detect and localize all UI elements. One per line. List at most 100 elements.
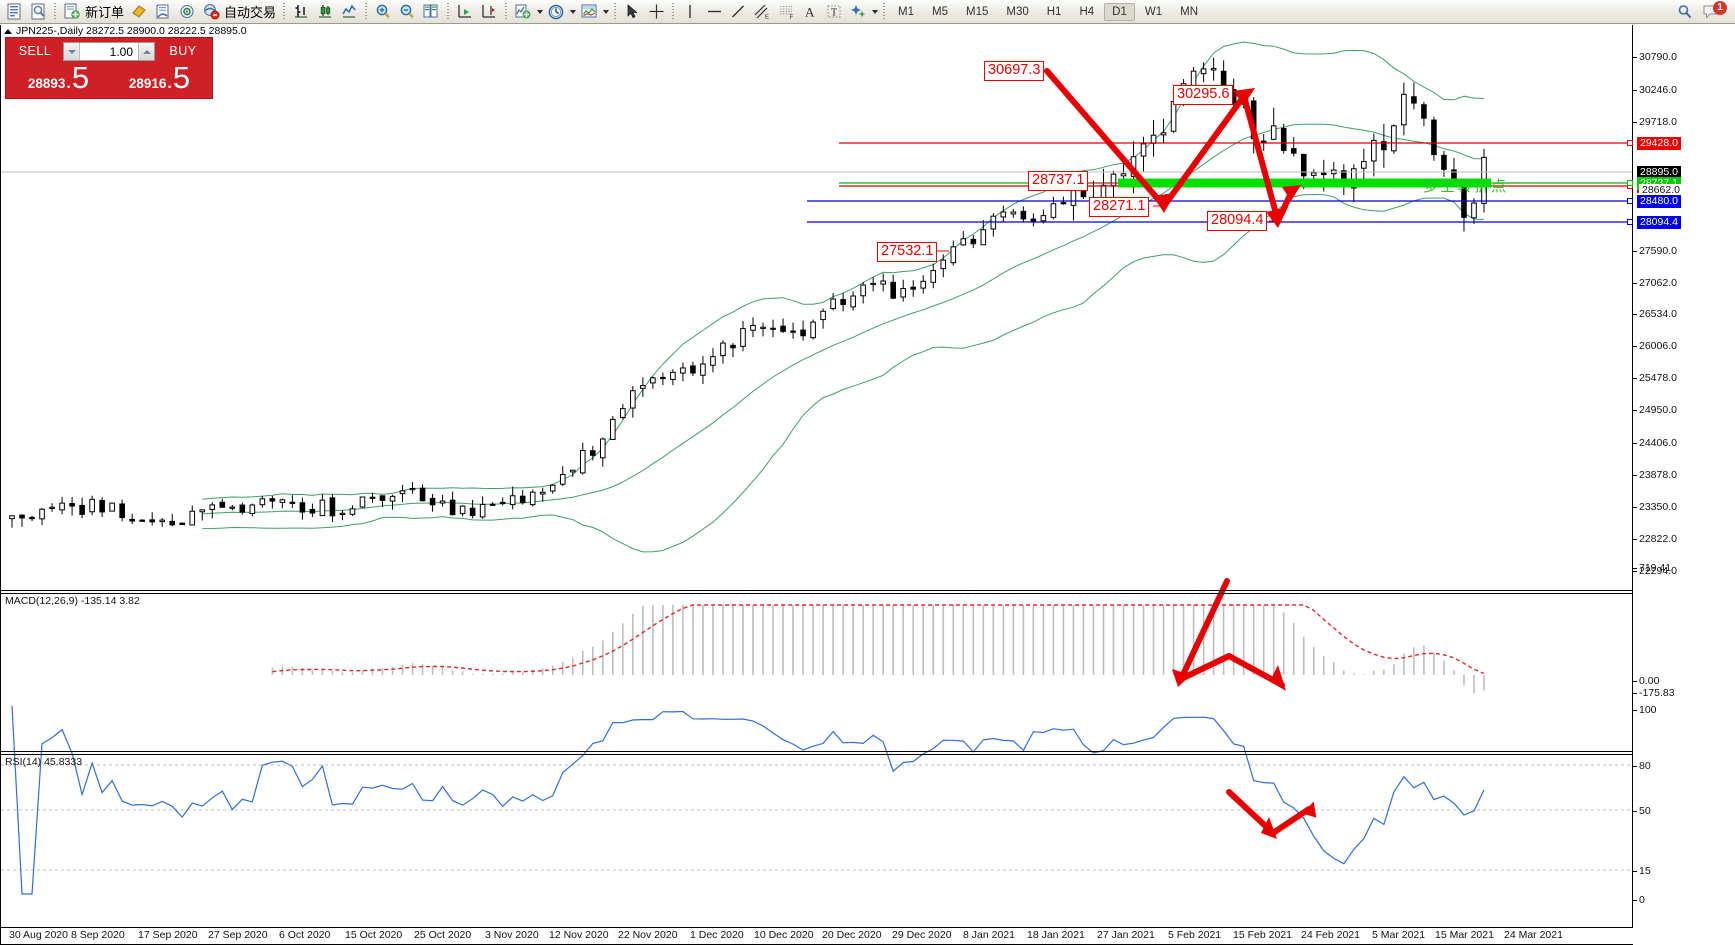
volume-value[interactable]: 1.00	[109, 44, 133, 59]
crosshair-icon[interactable]	[644, 1, 668, 23]
chart-canvas[interactable]	[1, 25, 1633, 928]
text-label-icon[interactable]: T	[822, 1, 846, 23]
candlestick	[1000, 205, 1007, 222]
macd-tick-label: -175.83	[1639, 687, 1675, 699]
candlestick	[1030, 213, 1037, 227]
auto-scroll-icon[interactable]	[477, 1, 501, 23]
period-clock-icon[interactable]	[544, 1, 568, 23]
price-marker-resistance[interactable]: 29428.0	[1637, 137, 1681, 150]
search-icon[interactable]	[1673, 1, 1697, 23]
chart-window[interactable]: JPN225-,Daily 28272.5 28900.0 28222.5 28…	[0, 25, 1735, 945]
sell-price-main: 28893	[27, 76, 66, 91]
svg-text:A: A	[805, 5, 815, 20]
price-annotation[interactable]: 28737.1	[1028, 171, 1089, 191]
buy-button[interactable]: BUY	[169, 44, 197, 58]
buy-price[interactable]: 28916 . 5	[110, 62, 209, 94]
candlestick	[1290, 137, 1297, 157]
price-macd-separator-2	[1, 593, 1633, 594]
candlestick-chart-icon[interactable]	[313, 1, 337, 23]
timeframe-h4[interactable]: H4	[1079, 5, 1095, 18]
collapse-triangle-icon[interactable]	[4, 28, 12, 34]
svg-text:T: T	[831, 8, 837, 19]
chart-symbol-header: JPN225-,Daily 28272.5 28900.0 28222.5 28…	[1, 25, 247, 37]
tile-windows-icon[interactable]	[419, 1, 443, 23]
price-marker-support[interactable]: 28480.0	[1637, 195, 1681, 208]
new-order-icon[interactable]	[60, 1, 84, 23]
autotrading-icon[interactable]	[199, 1, 223, 23]
templates-icon[interactable]	[577, 1, 601, 23]
horizontal-line-icon[interactable]	[702, 1, 726, 23]
shapes-icon[interactable]	[846, 1, 870, 23]
price-annotation[interactable]: 28094.4	[1207, 211, 1268, 231]
rsi-tick-label: 100	[1639, 704, 1657, 716]
candlestick	[980, 220, 987, 246]
price-annotation[interactable]: 28271.1	[1089, 197, 1150, 217]
timeframe-d1[interactable]: D1	[1104, 2, 1135, 21]
price-scale[interactable]: 30790.0 30246.0 29718.0 27590.0 27062.0 26534…	[1627, 25, 1735, 945]
price-tick-label: 24950.0	[1639, 404, 1677, 417]
fibonacci-icon[interactable]: F	[774, 1, 798, 23]
price-annotation[interactable]: 30697.3	[984, 61, 1045, 81]
price-marker-support[interactable]: 28094.4	[1637, 216, 1681, 229]
price-annotation[interactable]: 30295.6	[1173, 85, 1234, 105]
market-watch-icon[interactable]	[2, 1, 26, 23]
candlestick-series	[9, 57, 1487, 528]
bar-chart-icon[interactable]	[289, 1, 313, 23]
autotrading-label[interactable]: 自动交易	[224, 5, 277, 20]
sell-price[interactable]: 28893 . 5	[9, 62, 108, 94]
price-annotation[interactable]: 27532.1	[877, 242, 938, 262]
candlestick	[459, 505, 466, 517]
date-scale[interactable]: 30 Aug 2020 8 Sep 2020 17 Sep 2020 27 Sep 2…	[1, 927, 1633, 944]
indicators-icon[interactable]	[511, 1, 535, 23]
volume-input[interactable]: 1.00	[63, 42, 155, 61]
vertical-line-icon[interactable]	[678, 1, 702, 23]
templates-dropdown-caret[interactable]	[601, 2, 610, 22]
zoom-in-icon[interactable]	[371, 1, 395, 23]
price-marker-handle[interactable]	[1627, 180, 1633, 186]
timeframe-m5[interactable]: M5	[932, 5, 948, 18]
rsi-tick: 50	[1633, 805, 1651, 817]
metaeditor-icon[interactable]	[151, 1, 175, 23]
one-click-trading-panel[interactable]: SELL 1.00 BUY 28893 . 5 28916 . 5	[5, 37, 213, 99]
equidistant-channel-icon[interactable]: E	[750, 1, 774, 23]
price-marker-last-price[interactable]: 28895.0	[1637, 166, 1681, 179]
period-dropdown-caret[interactable]	[568, 2, 577, 22]
candlestick	[179, 522, 186, 526]
text-icon[interactable]: A	[798, 1, 822, 23]
timeframe-mn[interactable]: MN	[1180, 5, 1198, 18]
indicators-dropdown-caret[interactable]	[535, 2, 544, 22]
trendline-icon[interactable]	[726, 1, 750, 23]
volume-increment-button[interactable]	[138, 43, 154, 60]
expert-advisors-icon[interactable]	[127, 1, 151, 23]
price-marker-handle[interactable]	[1627, 140, 1633, 146]
strategy-tester-icon[interactable]	[175, 1, 199, 23]
timeframe-w1[interactable]: W1	[1144, 5, 1163, 18]
up-arrow-2	[1275, 190, 1294, 224]
price-marker-handle[interactable]	[1627, 219, 1633, 225]
timeframe-m15[interactable]: M15	[966, 5, 989, 18]
cursor-icon[interactable]	[620, 1, 644, 23]
timeframe-m1[interactable]: M1	[898, 5, 915, 18]
price-marker-grid[interactable]: 28662.0	[1639, 184, 1683, 197]
price-marker-handle[interactable]	[1627, 198, 1633, 204]
candlestick	[850, 291, 856, 311]
notifications-icon[interactable]: 1	[1701, 0, 1727, 23]
shapes-dropdown-caret[interactable]	[870, 2, 879, 22]
zoom-out-icon[interactable]	[395, 1, 419, 23]
volume-decrement-button[interactable]	[64, 43, 80, 60]
sell-button[interactable]: SELL	[18, 44, 52, 58]
svg-text:E: E	[765, 15, 769, 21]
price-tick-label: 27062.0	[1639, 276, 1677, 289]
candlestick	[650, 376, 656, 389]
candlestick	[720, 340, 726, 364]
line-chart-icon[interactable]	[337, 1, 361, 23]
timeframe-h1[interactable]: H1	[1046, 5, 1062, 18]
candlestick	[589, 445, 596, 461]
timeframe-m30[interactable]: M30	[1006, 5, 1029, 18]
bollinger-middle-band	[202, 123, 1485, 515]
new-order-label[interactable]: 新订单	[85, 5, 125, 20]
date-tick-label: 30 Aug 2020	[9, 929, 68, 941]
candlestick	[960, 231, 967, 246]
data-window-icon[interactable]	[26, 1, 50, 23]
chart-shift-icon[interactable]	[453, 1, 477, 23]
